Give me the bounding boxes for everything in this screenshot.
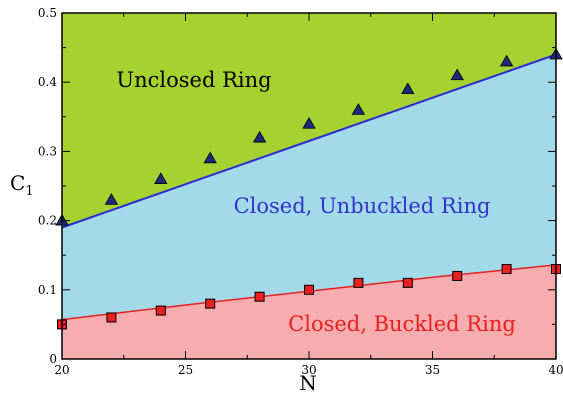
y-axis-label-subscript: 1 [25,184,33,199]
square-marker [107,313,116,322]
square-marker [453,271,462,280]
square-marker [502,265,511,274]
x-tick-label: 35 [425,363,440,377]
x-axis-label: N [299,371,317,395]
x-tick-label: 25 [178,363,193,377]
square-marker [403,278,412,287]
region-label-unclosed: Unclosed Ring [116,68,271,92]
y-tick-label: 0 [49,352,57,366]
square-marker [354,278,363,287]
y-tick-label: 0.1 [38,283,57,297]
y-tick-label: 0.2 [38,214,57,228]
y-axis-label-main: C [10,171,25,195]
region-label-unbuckled: Closed, Unbuckled Ring [234,194,491,218]
plot-area [56,13,562,359]
square-marker [305,285,314,294]
y-axis-label: C1 [10,171,34,199]
y-tick-label: 0.3 [38,144,57,158]
y-tick-label: 0.5 [38,6,57,20]
square-marker [255,292,264,301]
square-marker [206,299,215,308]
region-label-buckled: Closed, Buckled Ring [288,312,516,336]
y-tick-label: 0.4 [38,75,57,89]
x-tick-label: 40 [548,363,563,377]
square-marker [156,306,165,315]
